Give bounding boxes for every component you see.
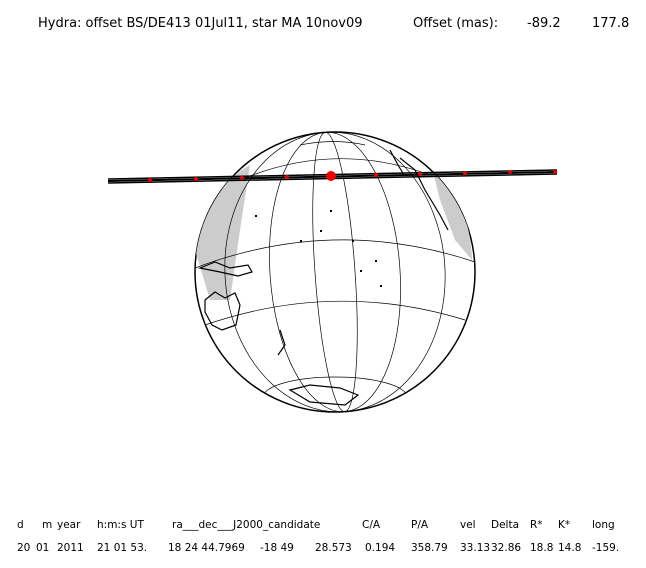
column-header: K* [558, 519, 570, 531]
table-header: d m year h:m:s UT ra___dec___J2000_candidate… [17, 519, 615, 531]
column-header: vel [460, 519, 476, 531]
column-header: d [17, 519, 24, 531]
column-header: R* [530, 519, 543, 531]
offset-value: -89.2 [527, 16, 561, 31]
column-header: long [592, 519, 615, 531]
column-header: Delta [491, 519, 519, 531]
cell: -159. [592, 542, 619, 554]
offset-label: Offset (mas): [413, 16, 498, 31]
column-header: P/A [411, 519, 429, 531]
cell: 32.86 [491, 542, 521, 554]
cell: 2011 [57, 542, 84, 554]
globe [194, 131, 476, 413]
cell: 21 01 53. [97, 542, 147, 554]
cell: 01 [36, 542, 49, 554]
islands [255, 210, 382, 287]
cell: 18 24 44.7969 [168, 542, 245, 554]
cell: 0.194 [365, 542, 395, 554]
cell: 358.79 [411, 542, 448, 554]
cell: 18.8 [530, 542, 553, 554]
cell: 14.8 [558, 542, 581, 554]
column-header: C/A [362, 519, 381, 531]
shadow-path [107, 169, 558, 184]
column-header: year [57, 519, 81, 531]
closest-approach [326, 171, 336, 181]
column-header: ra___dec___J2000_candidate [172, 519, 320, 531]
cell: 28.573 [315, 542, 352, 554]
offset-value: 177.8 [592, 16, 629, 31]
cell: -18 49 [260, 542, 294, 554]
title: Hydra: offset BS/DE413 01Jul11, star MA … [38, 16, 363, 31]
coastlines [197, 149, 449, 406]
cell: 33.13 [460, 542, 490, 554]
column-header: h:m:s UT [97, 519, 144, 531]
table-row: 20 01 2011 21 01 53. 18 24 44.7969 -18 49 28.5… [17, 542, 619, 554]
column-header: m [42, 519, 52, 531]
cell: 20 [17, 542, 30, 554]
